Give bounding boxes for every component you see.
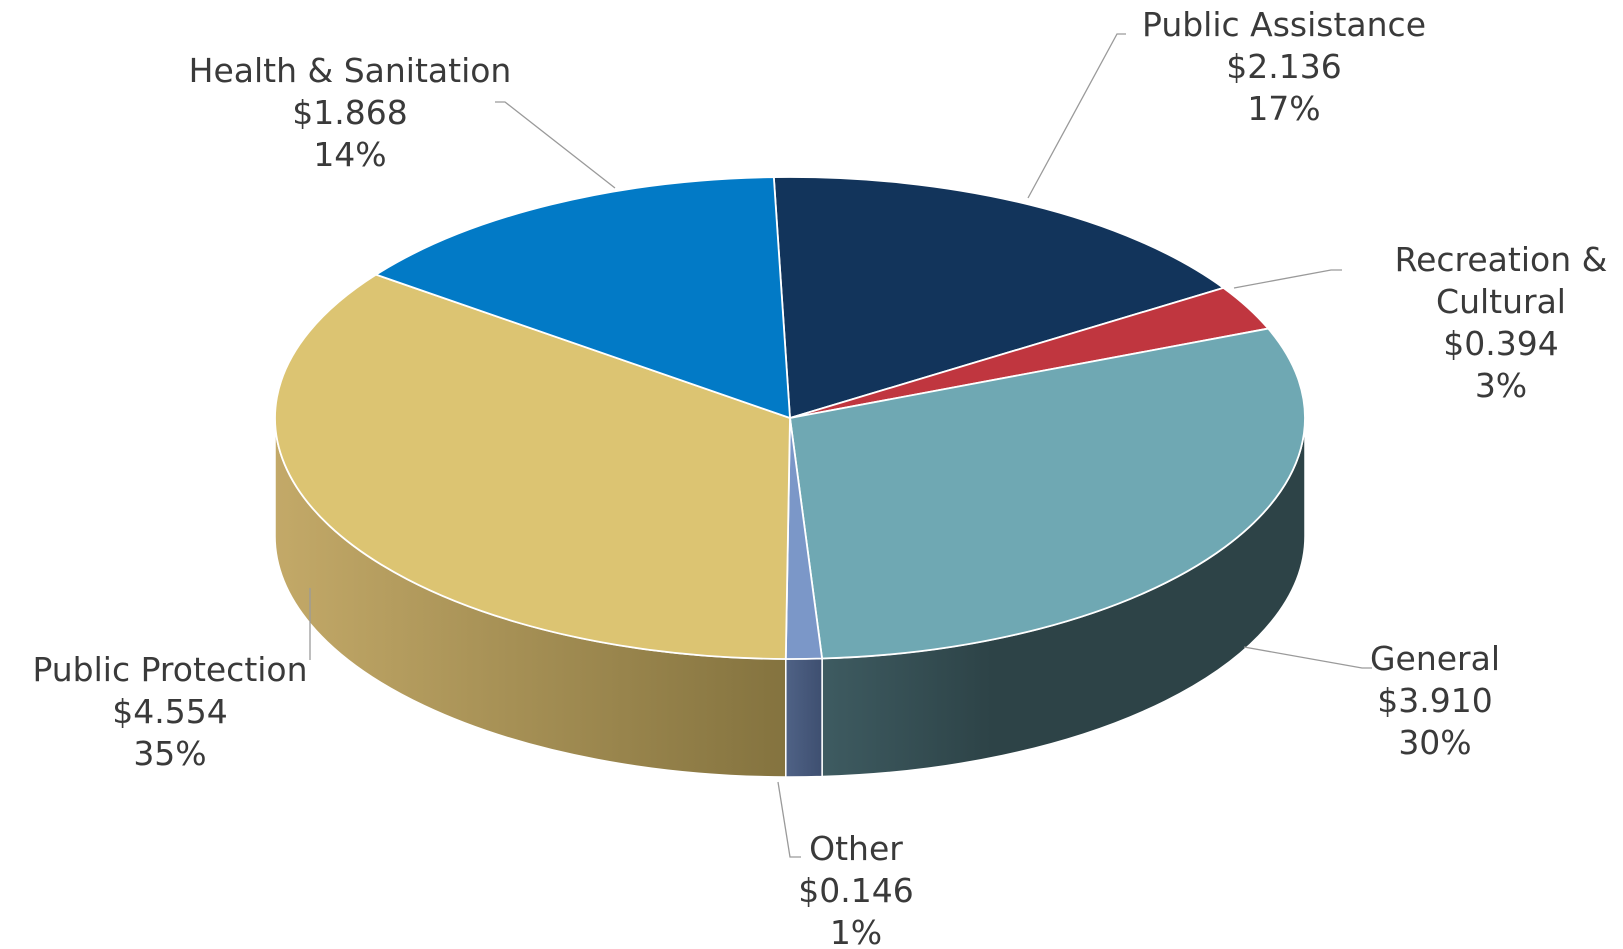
slice-public-protection	[274, 273, 791, 660]
slice-general	[789, 327, 1306, 660]
slice-public-assistance	[772, 176, 1225, 419]
label-general: General $3.910 30%	[1370, 639, 1500, 762]
pie-tops	[274, 176, 1306, 660]
leader-public-assistance	[1027, 33, 1126, 199]
leader-other	[777, 781, 801, 858]
label-public-protection: Public Protection $4.554 35%	[32, 650, 307, 773]
slice-health-and-sanitation	[375, 176, 791, 419]
slice-labels: Public Assistance $2.136 17% Recreation & Cu…	[32, 5, 1607, 949]
leader-lines	[309, 33, 1372, 858]
label-other: Other $0.146 1%	[798, 829, 913, 949]
label-public-assistance: Public Assistance $2.136 17%	[1142, 5, 1426, 128]
leader-general	[1243, 646, 1372, 669]
leader-health-and-sanitation	[495, 101, 616, 189]
side-other	[785, 657, 823, 778]
label-health-and-sanitation: Health & Sanitation $1.868 14%	[189, 51, 512, 174]
label-recreation-and-cultural: Recreation & Cultural $0.394 3%	[1395, 240, 1608, 405]
leader-recreation-and-cultural	[1233, 269, 1342, 289]
